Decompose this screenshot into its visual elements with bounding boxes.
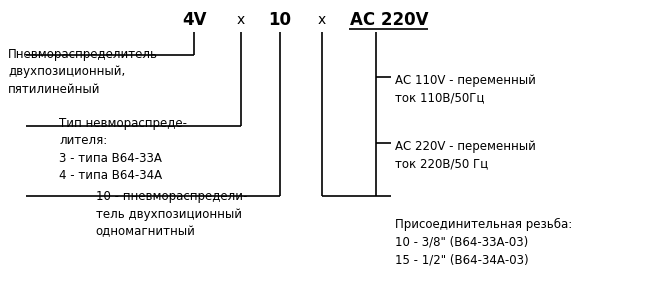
Text: АС 110V - переменный
ток 110В/50Гц: АС 110V - переменный ток 110В/50Гц — [395, 74, 536, 104]
Text: АС 220V - переменный
ток 220В/50 Гц: АС 220V - переменный ток 220В/50 Гц — [395, 140, 536, 170]
Text: Пневмораспределитель
двухпозиционный,
пятилинейный: Пневмораспределитель двухпозиционный, пя… — [8, 48, 158, 95]
Text: Присоединительная резьба:
10 - 3/8" (В64-33А-03)
15 - 1/2" (В64-34А-03): Присоединительная резьба: 10 - 3/8" (В64… — [395, 218, 573, 266]
Text: 4V: 4V — [182, 11, 207, 29]
Text: x: x — [237, 13, 244, 27]
Text: 10 - пневмораспредели-
тель двухпозиционный
одномагнитный: 10 - пневмораспредели- тель двухпозицион… — [96, 190, 247, 238]
Text: AC 220V: AC 220V — [349, 11, 428, 29]
Text: 10: 10 — [269, 11, 291, 29]
Text: Тип невмораспреде-
лителя:
3 - типа В64-33А
4 - типа В64-34А: Тип невмораспреде- лителя: 3 - типа В64-… — [59, 117, 187, 182]
Text: x: x — [318, 13, 326, 27]
